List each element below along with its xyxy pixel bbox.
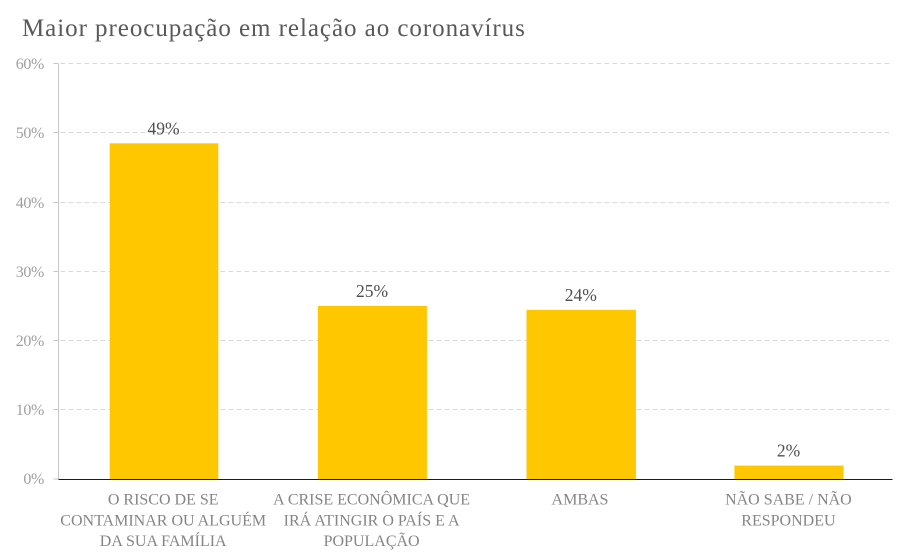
svg-text:49%: 49%: [148, 118, 180, 138]
svg-text:AMBAS: AMBAS: [552, 492, 609, 509]
svg-text:CONTAMINAR OU ALGUÉM: CONTAMINAR OU ALGUÉM: [60, 510, 266, 529]
svg-text:O RISCO DE SE: O RISCO DE SE: [108, 492, 219, 509]
svg-text:50%: 50%: [16, 125, 44, 142]
svg-text:RESPONDEU: RESPONDEU: [741, 512, 836, 529]
svg-text:0%: 0%: [23, 471, 44, 488]
svg-text:60%: 60%: [16, 56, 44, 73]
svg-text:20%: 20%: [16, 333, 44, 350]
svg-text:25%: 25%: [356, 281, 388, 301]
svg-text:2%: 2%: [777, 441, 800, 461]
svg-text:IRÁ ATINGIR O PAÍS E A: IRÁ ATINGIR O PAÍS E A: [284, 510, 460, 529]
svg-text:DA SUA FAMÍLIA: DA SUA FAMÍLIA: [100, 531, 227, 550]
svg-text:10%: 10%: [16, 402, 44, 419]
svg-text:30%: 30%: [16, 264, 44, 281]
svg-text:Maior preocupação em relação a: Maior preocupação em relação ao coronaví…: [22, 15, 526, 42]
svg-text:A CRISE ECONÔMICA QUE: A CRISE ECONÔMICA QUE: [273, 490, 470, 509]
svg-text:24%: 24%: [565, 285, 597, 305]
svg-text:POPULAÇÃO: POPULAÇÃO: [324, 532, 420, 550]
svg-text:NÃO SABE / NÃO: NÃO SABE / NÃO: [725, 491, 852, 509]
svg-text:40%: 40%: [16, 195, 44, 212]
